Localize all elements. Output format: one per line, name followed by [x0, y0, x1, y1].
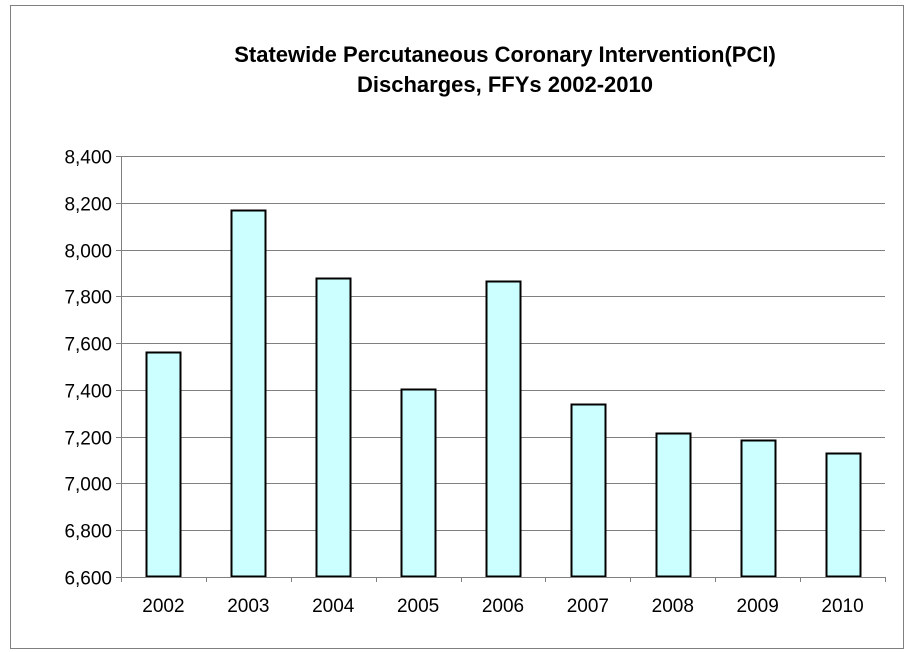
y-tick-label: 8,400: [64, 148, 112, 169]
bar-2008: [655, 432, 692, 578]
x-tick-label: 2002: [142, 596, 184, 617]
bars: [145, 209, 862, 578]
x-tick-labels: 2002 2003 2004 2005 2006 2007 2008 2009 2010: [142, 596, 863, 617]
axes: [116, 156, 886, 582]
y-tick-label: 6,800: [64, 522, 112, 543]
x-tick-label: 2006: [482, 596, 524, 617]
y-tick-label: 8,200: [64, 195, 112, 216]
y-tick-label: 7,000: [64, 475, 112, 496]
x-tick-label: 2003: [227, 596, 269, 617]
chart-title-line-1: Statewide Percutaneous Coronary Interven…: [234, 42, 776, 67]
x-tick-label: 2004: [312, 596, 355, 617]
bar-2010: [825, 452, 862, 578]
y-tick-label: 7,800: [64, 288, 112, 309]
x-tick-label: 2009: [737, 596, 779, 617]
bar-2009: [740, 439, 777, 578]
y-tick-label: 7,600: [64, 335, 112, 356]
y-tick-label: 7,200: [64, 429, 112, 450]
x-tick-label: 2008: [652, 596, 694, 617]
chart-title-line-2: Discharges, FFYs 2002-2010: [357, 72, 653, 97]
bar-2004: [315, 277, 352, 578]
y-tick-label: 8,000: [64, 242, 112, 263]
x-tick-label: 2007: [567, 596, 609, 617]
y-tick-label: 6,600: [64, 569, 112, 590]
bar-2005: [400, 388, 437, 578]
y-tick-labels: 6,600 6,800 7,000 7,200 7,400 7,600 7,800 8,000…: [64, 148, 112, 590]
bar-2002: [145, 351, 182, 578]
chart-title: Statewide Percutaneous Coronary Interven…: [115, 40, 895, 100]
y-tick-label: 7,400: [64, 382, 112, 403]
x-tick-label: 2005: [397, 596, 439, 617]
x-tick-label: 2010: [821, 596, 863, 617]
bar-2007: [570, 403, 607, 578]
bar-2006: [485, 280, 522, 578]
bar-2003: [230, 209, 267, 578]
